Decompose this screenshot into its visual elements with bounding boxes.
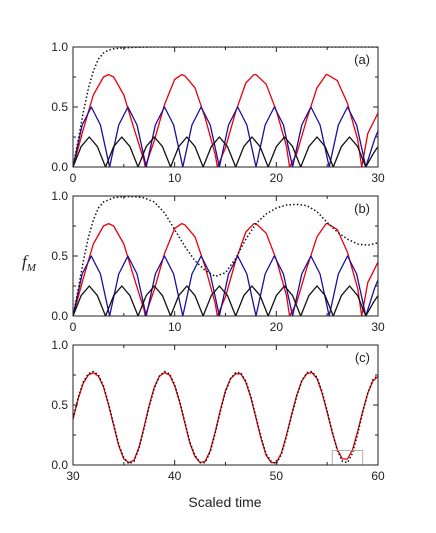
series-line-2 (73, 370, 378, 465)
y-tick-label: 0.0 (51, 458, 68, 472)
series-line-3 (73, 285, 378, 316)
x-tick-label: 30 (371, 171, 385, 185)
x-tick-label: 0 (70, 171, 77, 185)
y-tick-label: 1.0 (51, 189, 68, 203)
y-tick-label: 0.5 (51, 249, 68, 263)
x-tick-label: 20 (270, 320, 284, 334)
x-tick-label: 0 (70, 320, 77, 334)
panel-label: (c) (355, 350, 370, 365)
x-tick-label: 60 (371, 469, 385, 483)
series-line-1 (73, 222, 378, 316)
series-line-4 (73, 196, 378, 316)
x-tick-label: 10 (168, 320, 182, 334)
panel-2: 0 10 20 30 0.0 0.5 1.0 (b) (51, 189, 385, 334)
y-tick-label: 0.5 (51, 100, 68, 114)
y-tick-label: 0.0 (51, 309, 68, 323)
series-group (73, 370, 378, 465)
series-line-3 (73, 136, 378, 167)
x-tick-label: 40 (168, 469, 182, 483)
series-line-2 (73, 255, 378, 316)
series-group (73, 196, 378, 316)
y-tick-label: 1.0 (51, 338, 68, 352)
panel-3: 30 40 50 60 0.0 0.5 1.0 (c) (51, 338, 385, 483)
y-tick-label: 1.0 (51, 40, 68, 54)
panel-1: 0 10 20 30 0.0 0.5 1.0 (a) (51, 40, 385, 185)
series-line-1 (73, 371, 378, 464)
series-line-4 (73, 47, 378, 167)
x-tick-label: 30 (66, 469, 80, 483)
series-line-2 (73, 106, 378, 167)
x-tick-label: 10 (168, 171, 182, 185)
series-line-1 (73, 73, 378, 167)
panel-label: (b) (354, 201, 370, 216)
x-tick-label: 30 (371, 320, 385, 334)
y-axis-label: fM (22, 252, 37, 274)
panel-label: (a) (354, 52, 370, 67)
y-tick-label: 0.0 (51, 160, 68, 174)
x-axis-label: Scaled time (188, 494, 261, 510)
y-tick-label: 0.5 (51, 398, 68, 412)
series-group (73, 47, 378, 167)
x-tick-label: 50 (270, 469, 284, 483)
x-tick-label: 20 (270, 171, 284, 185)
